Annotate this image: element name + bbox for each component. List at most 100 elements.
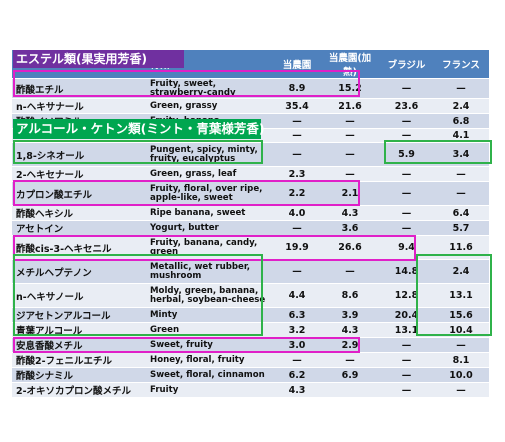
- value-own-farm-heated: 4.3: [320, 205, 380, 221]
- value-brazil: —: [380, 337, 433, 353]
- value-own-farm-heated: —: [320, 259, 380, 284]
- aroma-description: Fruity: [148, 382, 274, 398]
- value-own-farm-heated: —: [320, 142, 380, 167]
- ester-group-label: エステル類(果実用芳香): [13, 50, 184, 68]
- value-france: 10.0: [433, 367, 489, 383]
- header-own-farm-heated: 当農園(加熱): [320, 50, 380, 79]
- table-row: 酢酸シナミル Sweet, floral, cinnamon 6.2 6.9—10.0: [12, 367, 489, 383]
- value-france: 11.6: [433, 235, 489, 260]
- value-france: —: [433, 382, 489, 398]
- aroma-description: Fruity, floral, over ripe, apple-like, s…: [148, 181, 274, 206]
- aroma-description: Sweet, floral, cinnamon: [148, 367, 274, 383]
- aroma-description: Green: [148, 322, 274, 338]
- value-own-farm-heated: —: [320, 166, 380, 182]
- table-row: メチルヘプテノン Metallic, wet rubber, mushroom — —…: [12, 259, 489, 284]
- table-row: 1,8-シネオール Pungent, spicy, minty, fruity, …: [12, 142, 489, 167]
- table-row: アセトイン Yogurt, butter —3.6—5.7: [12, 220, 489, 236]
- compound-name: n-ヘキサノール: [12, 283, 148, 308]
- compound-name: 安息香酸メチル: [12, 337, 148, 353]
- value-brazil: 9.4: [380, 235, 433, 260]
- compound-name: 1,8-シネオール: [12, 142, 148, 167]
- value-own-farm: 2.2: [274, 181, 320, 206]
- value-brazil: —: [380, 367, 433, 383]
- value-brazil: —: [380, 128, 433, 143]
- value-france: —: [433, 337, 489, 353]
- table-header-row: 特徴 当農園 当農園(加熱) ブラジル フランス: [12, 50, 489, 79]
- value-france: 13.1: [433, 283, 489, 308]
- compound-name: メチルヘプテノン: [12, 259, 148, 284]
- value-france: —: [433, 166, 489, 182]
- value-brazil: —: [380, 205, 433, 221]
- table-row: 酢酸エチル Fruity, sweet, strawberry-candy 8.9 1…: [12, 78, 489, 99]
- value-own-farm: 4.3: [274, 382, 320, 398]
- value-own-farm: —: [274, 259, 320, 284]
- compound-name: n-ヘキサナール: [12, 98, 148, 114]
- value-brazil: —: [380, 78, 433, 99]
- value-france: 3.4: [433, 142, 489, 167]
- value-own-farm-heated: 15.2: [320, 78, 380, 99]
- value-own-farm: 8.9: [274, 78, 320, 99]
- value-own-farm: 6.3: [274, 307, 320, 323]
- value-own-farm-heated: —: [320, 352, 380, 368]
- table-row: 2-オキソカプロン酸メチル Fruity 4.3 — —: [12, 382, 489, 398]
- value-own-farm: —: [274, 220, 320, 236]
- value-brazil: —: [380, 181, 433, 206]
- value-own-farm: 3.2: [274, 322, 320, 338]
- value-brazil: —: [380, 166, 433, 182]
- aroma-description: Ripe banana, sweet: [148, 205, 274, 221]
- table-row: 酢酸cis-3-ヘキセニル Fruity, banana, candy, gree…: [12, 235, 489, 260]
- value-france: 10.4: [433, 322, 489, 338]
- aroma-description: Pungent, spicy, minty, fruity, eucalyptu…: [148, 142, 274, 167]
- value-brazil: —: [380, 382, 433, 398]
- aroma-description: Green, grassy: [148, 98, 274, 114]
- value-own-farm: 3.0: [274, 337, 320, 353]
- value-own-farm: 2.3: [274, 166, 320, 182]
- aroma-description: Sweet, fruity: [148, 337, 274, 353]
- value-own-farm: 4.4: [274, 283, 320, 308]
- value-brazil: —: [380, 352, 433, 368]
- table-row: n-ヘキサノール Moldy, green, banana, herbal, so…: [12, 283, 489, 308]
- header-brazil: ブラジル: [380, 50, 433, 79]
- value-own-farm-heated: 2.9: [320, 337, 380, 353]
- value-own-farm-heated: 26.6: [320, 235, 380, 260]
- value-france: 2.4: [433, 259, 489, 284]
- table-row: 安息香酸メチル Sweet, fruity 3.0 2.9— —: [12, 337, 489, 353]
- compound-name: 酢酸2-フェニルエチル: [12, 352, 148, 368]
- value-own-farm: —: [274, 352, 320, 368]
- value-brazil: 12.8: [380, 283, 433, 308]
- value-france: 6.8: [433, 113, 489, 129]
- aroma-description: Green, grass, leaf: [148, 166, 274, 182]
- value-france: 15.6: [433, 307, 489, 323]
- value-brazil: —: [380, 113, 433, 129]
- table-row: 酢酸2-フェニルエチル Honey, floral, fruity — — —8.1: [12, 352, 489, 368]
- value-own-farm-heated: 8.6: [320, 283, 380, 308]
- compound-name: 酢酸ヘキシル: [12, 205, 148, 221]
- value-france: 4.1: [433, 128, 489, 143]
- value-france: —: [433, 78, 489, 99]
- value-own-farm: —: [274, 142, 320, 167]
- value-brazil: 14.8: [380, 259, 433, 284]
- value-own-farm-heated: 4.3: [320, 322, 380, 338]
- value-own-farm-heated: 21.6: [320, 98, 380, 114]
- table-row: カプロン酸エチル Fruity, floral, over ripe, apple…: [12, 181, 489, 206]
- value-brazil: 23.6: [380, 98, 433, 114]
- table-row: 2-ヘキセナール Green, grass, leaf 2.3— — —: [12, 166, 489, 182]
- aroma-description: Fruity, banana, candy, green: [148, 235, 274, 260]
- value-brazil: 20.4: [380, 307, 433, 323]
- table-row: 青葉アルコール Green 3.2 4.3 13.1 10.4: [12, 322, 489, 338]
- value-france: 2.4: [433, 98, 489, 114]
- compound-name: 2-ヘキセナール: [12, 166, 148, 182]
- compound-name: 2-オキソカプロン酸メチル: [12, 382, 148, 398]
- aroma-description: Fruity, sweet, strawberry-candy: [148, 78, 274, 99]
- value-own-farm-heated: 2.1: [320, 181, 380, 206]
- value-own-farm: 19.9: [274, 235, 320, 260]
- aroma-description: Metallic, wet rubber, mushroom: [148, 259, 274, 284]
- header-own-farm: 当農園: [274, 50, 320, 79]
- compound-name: 酢酸エチル: [12, 78, 148, 99]
- value-france: 8.1: [433, 352, 489, 368]
- value-brazil: —: [380, 220, 433, 236]
- compound-name: 酢酸シナミル: [12, 367, 148, 383]
- table-row: ジアセトンアルコール Minty 6.3 3.9 20.4 15.6: [12, 307, 489, 323]
- value-own-farm: —: [274, 128, 320, 143]
